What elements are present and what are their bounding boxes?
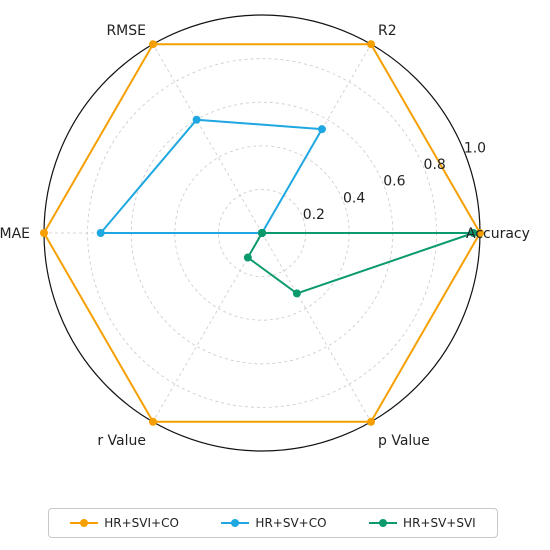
series-2-point-3 xyxy=(258,229,266,237)
legend-item-2: HR+SV+SVI xyxy=(369,516,476,530)
axis-label-mae: MAE xyxy=(0,226,30,242)
series-2-point-4 xyxy=(243,253,252,262)
series-0-point-4 xyxy=(149,417,157,426)
rtick-label: 0.2 xyxy=(303,207,325,223)
rtick-label: 0.4 xyxy=(343,190,365,206)
series-line-2 xyxy=(246,232,475,295)
legend-swatch-1 xyxy=(221,518,250,528)
series-line-1 xyxy=(99,118,323,234)
series-2-point-5 xyxy=(292,289,301,298)
series-1-point-2 xyxy=(192,115,201,124)
grid-spoke xyxy=(152,232,263,422)
series-0-point-0 xyxy=(476,229,484,237)
series-layer xyxy=(40,40,484,426)
series-0-point-3 xyxy=(40,229,48,237)
series-0-point-5 xyxy=(367,417,375,426)
axis-label-p-value: p Value xyxy=(378,433,430,449)
rtick-label: 0.6 xyxy=(383,174,405,190)
series-1-point-3 xyxy=(96,229,105,237)
rtick-label: 1.0 xyxy=(464,140,486,156)
axis-label-rmse: RMSE xyxy=(106,23,146,39)
grid-spoke xyxy=(261,232,372,422)
legend-item-0: HR+SVI+CO xyxy=(70,516,179,530)
series-1-point-1 xyxy=(317,125,326,134)
legend: HR+SVI+CO HR+SV+CO HR+SV+SVI xyxy=(48,508,498,538)
legend-label-1: HR+SV+CO xyxy=(255,516,327,530)
series-2-point-0 xyxy=(469,229,478,237)
axis-label-accuracy: Accuracy xyxy=(466,226,530,242)
axis-label-r-value: r Value xyxy=(97,433,146,449)
grid-spoke xyxy=(152,44,263,234)
labels: 0.2 0.4 0.6 0.8 1.0 Accuracy R2 RMSE MAE r Value p… xyxy=(0,23,530,449)
legend-swatch-0 xyxy=(70,518,99,528)
series-0-point-1 xyxy=(367,40,375,49)
series-0-point-2 xyxy=(149,40,157,49)
axis-label-r2: R2 xyxy=(378,23,397,39)
legend-label-0: HR+SVI+CO xyxy=(104,516,179,530)
legend-label-2: HR+SV+SVI xyxy=(403,516,476,530)
legend-item-1: HR+SV+CO xyxy=(221,516,327,530)
rtick-label: 0.8 xyxy=(424,157,446,173)
legend-swatch-2 xyxy=(369,518,398,528)
